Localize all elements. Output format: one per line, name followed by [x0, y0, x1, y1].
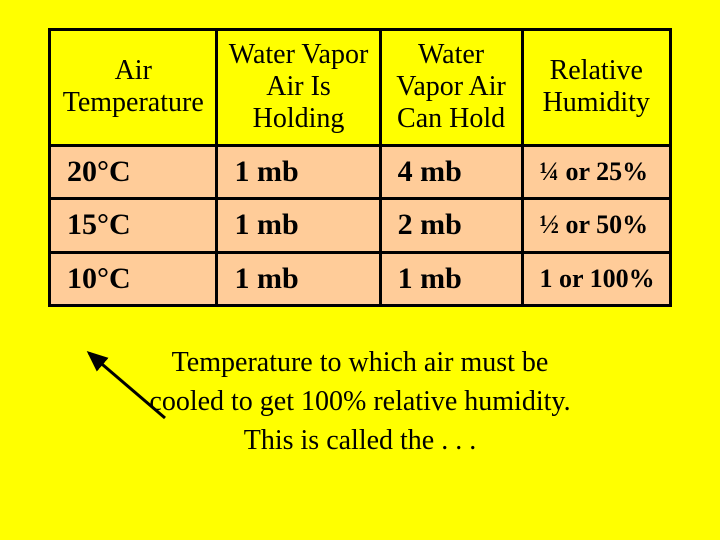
cell-rh: 1 or 100% [522, 252, 670, 306]
caption: Temperature to which air must be cooled … [48, 343, 672, 461]
table-header-row: Air Temperature Water Vapor Air Is Holdi… [50, 30, 671, 146]
col-header-canhold: Water Vapor Air Can Hold [380, 30, 522, 146]
header-rh-l1: Relative Humidity [543, 55, 650, 118]
slide: Air Temperature Water Vapor Air Is Holdi… [0, 0, 720, 540]
cell-canhold: 4 mb [380, 145, 522, 199]
col-header-temp: Air Temperature [50, 30, 217, 146]
cell-temp: 20°C [50, 145, 217, 199]
cell-temp: 10°C [50, 252, 217, 306]
caption-line1: Temperature to which air must be [172, 347, 549, 378]
cell-temp: 15°C [50, 199, 217, 253]
table-row: 20°C 1 mb 4 mb ¼ or 25% [50, 145, 671, 199]
table-row: 10°C 1 mb 1 mb 1 or 100% [50, 252, 671, 306]
cell-rh: ¼ or 25% [522, 145, 670, 199]
header-temp-l1: Air Temperature [63, 55, 204, 118]
header-canhold-l1: Water Vapor Air Can Hold [396, 39, 506, 134]
table-row: 15°C 1 mb 2 mb ½ or 50% [50, 199, 671, 253]
cell-canhold: 1 mb [380, 252, 522, 306]
cell-holding: 1 mb [217, 145, 380, 199]
header-holding-l1: Water Vapor Air Is Holding [229, 39, 369, 134]
col-header-rh: Relative Humidity [522, 30, 670, 146]
col-header-holding: Water Vapor Air Is Holding [217, 30, 380, 146]
cell-holding: 1 mb [217, 199, 380, 253]
humidity-table: Air Temperature Water Vapor Air Is Holdi… [48, 28, 672, 307]
cell-rh: ½ or 50% [522, 199, 670, 253]
cell-holding: 1 mb [217, 252, 380, 306]
cell-canhold: 2 mb [380, 199, 522, 253]
caption-line2: cooled to get 100% relative humidity. [149, 386, 570, 417]
caption-line3: This is called the . . . [244, 425, 477, 456]
